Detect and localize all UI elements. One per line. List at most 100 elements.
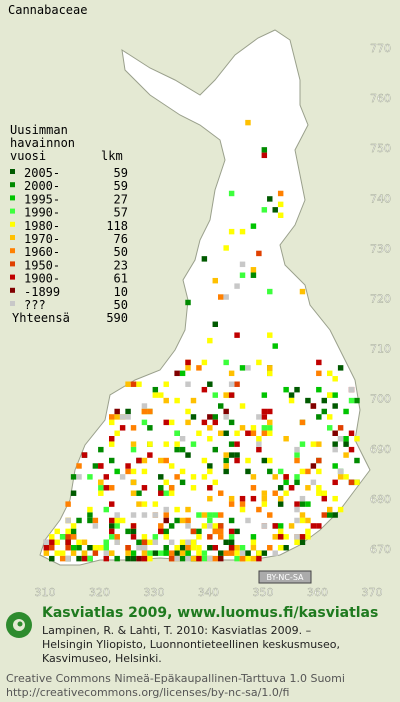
observation-square: [256, 555, 262, 562]
observation-square: [196, 555, 202, 562]
observation-square: [49, 555, 55, 562]
observation-square: [256, 436, 262, 442]
observation-square: [239, 365, 246, 371]
observation-square: [130, 512, 137, 518]
observation-square: [207, 381, 213, 387]
observation-square: [250, 425, 257, 431]
observation-square: [283, 474, 289, 480]
observation-square: [147, 452, 153, 458]
observation-square: [223, 294, 229, 300]
observation-square: [337, 436, 344, 442]
observation-square: [130, 425, 137, 431]
observation-square: [343, 436, 349, 442]
observation-square: [125, 550, 131, 556]
observation-square: [87, 474, 93, 480]
legend-swatch: [10, 195, 15, 201]
observation-square: [261, 414, 268, 420]
observation-square: [327, 370, 333, 377]
observation-square: [76, 474, 82, 480]
observation-square: [179, 479, 186, 486]
observation-square: [59, 555, 66, 562]
observation-square: [207, 337, 213, 344]
observation-square: [239, 228, 246, 235]
observation-square: [207, 512, 213, 518]
observation-square: [321, 490, 327, 496]
observation-square: [174, 446, 180, 453]
observation-square: [81, 539, 88, 545]
observation-square: [321, 495, 327, 502]
observation-square: [196, 528, 202, 535]
observation-square: [92, 517, 99, 524]
observation-square: [283, 479, 289, 486]
observation-square: [250, 495, 257, 502]
observation-square: [267, 196, 273, 202]
legend-count: 61: [114, 272, 128, 286]
observation-square: [234, 550, 240, 556]
observation-square: [152, 501, 159, 507]
observation-square: [267, 512, 273, 518]
legend-label: 1980-: [24, 219, 60, 233]
license-text: Creative Commons Nimeä-Epäkaupallinen-Ta…: [6, 672, 345, 685]
observation-square: [179, 545, 186, 551]
observation-square: [125, 381, 131, 387]
legend-label: ???: [24, 298, 46, 312]
observation-square: [327, 414, 333, 420]
legend-count: 10: [114, 285, 128, 299]
observation-square: [310, 479, 317, 486]
observation-square: [218, 550, 224, 556]
y-grid-label: 750: [370, 142, 391, 155]
observation-square: [343, 474, 349, 480]
observation-square: [147, 425, 153, 431]
observation-square: [158, 490, 164, 496]
observation-square: [277, 523, 284, 529]
observation-square: [223, 414, 229, 420]
observation-square: [348, 397, 355, 404]
observation-square: [261, 425, 268, 431]
observation-square: [65, 545, 71, 551]
observation-square: [103, 485, 109, 491]
observation-square: [103, 545, 109, 551]
observation-square: [272, 523, 278, 529]
observation-square: [147, 550, 153, 556]
observation-square: [272, 490, 278, 496]
observation-square: [163, 479, 169, 486]
observation-square: [136, 457, 142, 464]
observation-square: [316, 370, 322, 377]
observation-square: [141, 457, 148, 464]
observation-square: [228, 190, 235, 197]
observation-square: [168, 523, 175, 529]
observation-square: [174, 517, 180, 524]
observation-square: [228, 528, 235, 535]
observation-square: [343, 441, 349, 447]
observation-square: [185, 299, 191, 306]
observation-square: [147, 539, 153, 545]
observation-square: [299, 468, 306, 475]
observation-square: [239, 501, 246, 507]
observation-square: [92, 550, 99, 556]
observation-square: [228, 501, 235, 507]
observation-square: [163, 457, 169, 464]
observation-square: [234, 441, 240, 447]
observation-square: [54, 539, 60, 545]
observation-square: [92, 523, 99, 529]
observation-square: [136, 381, 142, 387]
observation-square: [201, 474, 208, 480]
observation-square: [49, 539, 55, 545]
observation-square: [185, 365, 191, 371]
observation-square: [343, 408, 349, 415]
observation-square: [267, 430, 273, 436]
observation-square: [354, 457, 360, 464]
observation-square: [147, 555, 153, 562]
observation-square: [98, 446, 104, 453]
observation-square: [152, 534, 159, 540]
observation-square: [92, 545, 99, 551]
legend-count: 50: [114, 245, 128, 259]
observation-square: [70, 474, 77, 480]
legend-count: 50: [114, 298, 128, 312]
observation-square: [218, 403, 224, 409]
observation-square: [283, 386, 289, 393]
observation-square: [239, 550, 246, 556]
legend-total: 590: [106, 311, 128, 325]
observation-square: [250, 430, 257, 436]
